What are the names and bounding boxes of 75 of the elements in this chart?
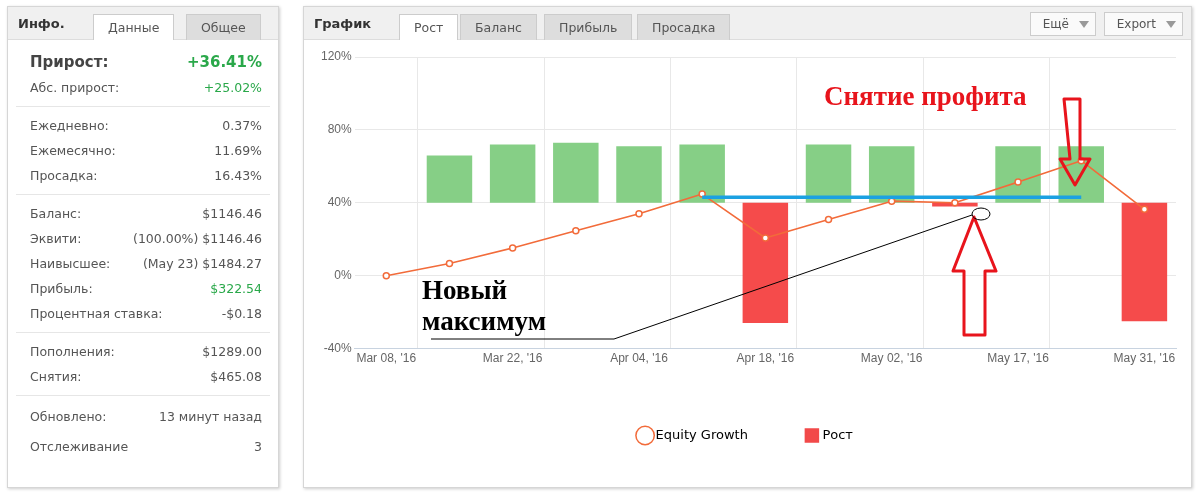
annotation: Снятие профита — [824, 81, 1027, 112]
text: 11.69% — [214, 142, 262, 160]
bar — [489, 144, 536, 203]
text: (100.00%) $1146.46 — [133, 230, 262, 248]
bar — [679, 144, 725, 203]
point — [761, 234, 770, 242]
x-tick-label: May 17, '16 — [987, 351, 1050, 366]
text: Ещё — [1029, 12, 1096, 36]
text: Прирост: — [30, 52, 109, 73]
bar — [616, 146, 662, 203]
point — [508, 244, 517, 252]
x-tick-label: Mar 22, '16 — [482, 351, 543, 366]
x-tick-label: Apr 04, '16 — [610, 351, 669, 366]
text: $1289.00 — [202, 343, 262, 361]
text: Просадка: — [30, 167, 98, 185]
text: -$0.18 — [221, 305, 262, 323]
text: Инфо. — [18, 16, 65, 31]
text: Общее — [186, 14, 261, 40]
y-tick-label: 80% — [327, 122, 353, 137]
text: Эквити: — [30, 230, 82, 248]
chart-title: График — [314, 16, 372, 31]
text: $1146.46 — [202, 205, 262, 223]
bar — [553, 142, 599, 203]
text: Данные — [93, 14, 175, 40]
x-tick-label: Apr 18, '16 — [736, 351, 795, 366]
text: 16.43% — [214, 167, 262, 185]
text: Ежедневно: — [30, 117, 109, 135]
text: 13 минут назад — [158, 408, 262, 426]
text: Процентная ставка: — [30, 305, 163, 323]
text: 0.37% — [222, 117, 262, 135]
y-tick-label: 120% — [320, 49, 353, 64]
text: Снятия: — [30, 368, 82, 386]
y-tick-label: 40% — [327, 195, 353, 210]
text: Баланс: — [30, 205, 82, 223]
text: Прибыль: — [30, 280, 93, 298]
point — [382, 271, 391, 280]
text: $322.54 — [210, 280, 262, 298]
point — [635, 209, 643, 218]
text: Просадка — [637, 14, 731, 40]
text: Прибыль — [544, 14, 633, 40]
annotation: Новый максимум — [422, 275, 548, 337]
text: Баланс — [460, 14, 537, 40]
text: Абс. прирост: — [30, 79, 120, 97]
point — [824, 215, 833, 224]
text: (May 23) $1484.27 — [142, 255, 262, 273]
y-tick-label: 0% — [334, 268, 353, 283]
bar — [1121, 202, 1168, 322]
y-tick-label: -40% — [323, 340, 353, 355]
text: +25.02% — [203, 79, 262, 97]
x-tick-label: May 02, '16 — [860, 351, 923, 366]
x-tick-label: Mar 08, '16 — [356, 351, 417, 366]
point — [698, 190, 706, 198]
bar — [742, 202, 789, 324]
text: 3 — [254, 438, 262, 456]
bar — [426, 155, 473, 203]
text: $465.08 — [210, 368, 262, 386]
text: Пополнения: — [30, 343, 115, 361]
text: Отслеживание — [30, 438, 129, 456]
text: Обновлено: — [30, 408, 107, 426]
x-tick-label: May 31, '16 — [1113, 351, 1176, 366]
text: Наивысшее: — [30, 255, 111, 273]
legend-label: Equity Growth — [655, 426, 748, 442]
text: Рост — [399, 14, 459, 40]
point — [1140, 205, 1149, 214]
point — [1014, 178, 1022, 186]
legend-label: Рост — [822, 426, 854, 442]
bar — [805, 144, 852, 203]
point — [951, 199, 959, 207]
text: +36.41% — [186, 52, 262, 73]
text: Ежемесячно: — [30, 142, 116, 160]
text: Export — [1103, 12, 1183, 36]
bar — [995, 146, 1041, 203]
point — [572, 226, 580, 235]
bar — [868, 146, 915, 203]
point — [445, 259, 454, 268]
